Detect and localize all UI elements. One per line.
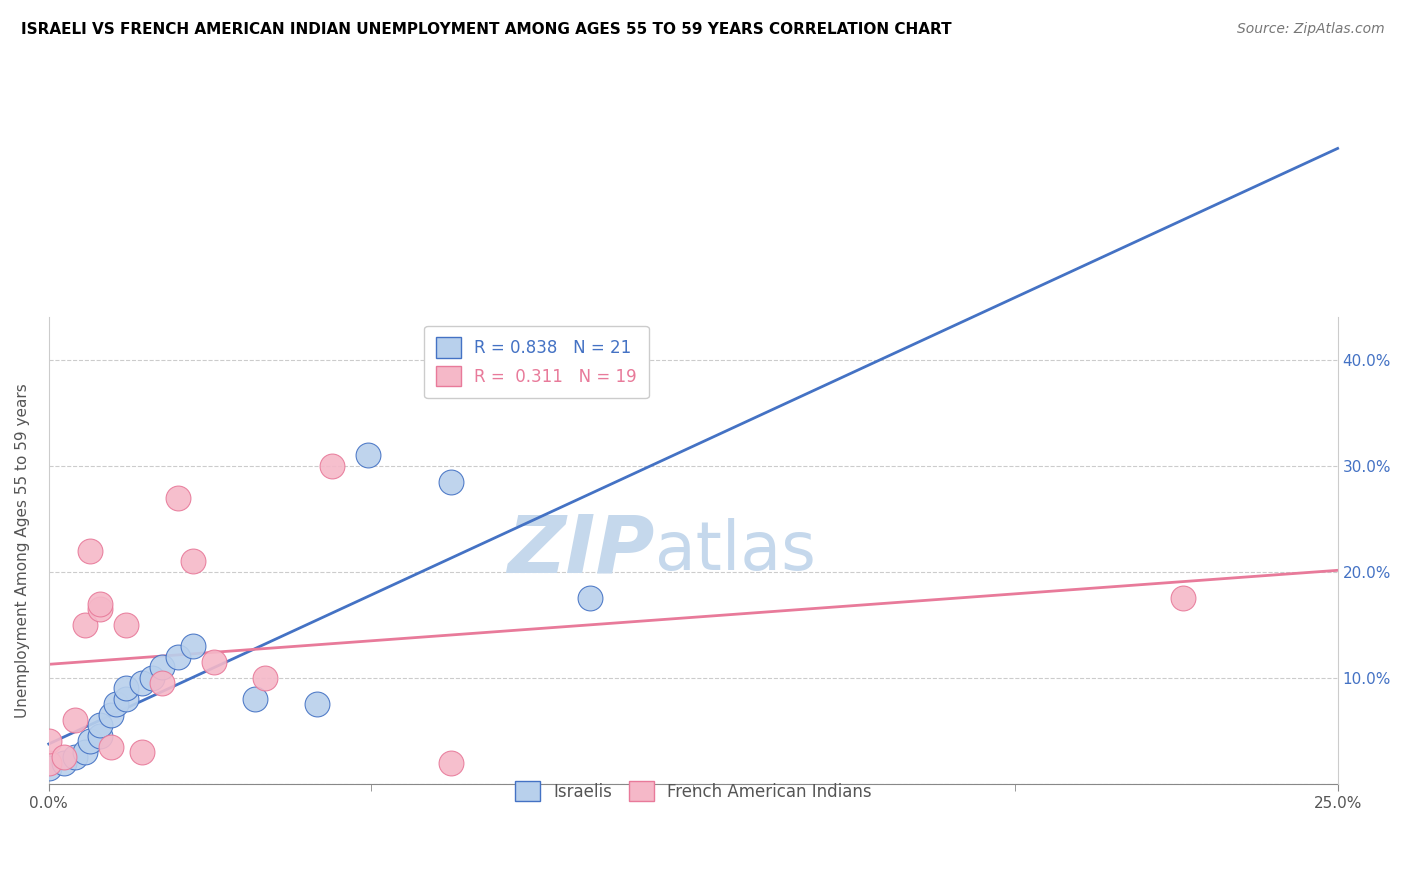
Point (38, 734, 60, 748)
Point (38, 761, 60, 775)
Point (53, 756, 76, 770)
Legend: Israelis, French American Indians: Israelis, French American Indians (508, 774, 879, 808)
Point (73, 745, 96, 759)
Point (166, 649, 188, 664)
Text: atlas: atlas (655, 517, 815, 583)
Point (131, 745, 153, 759)
Point (150, 676, 173, 690)
Point (357, 448, 380, 462)
Point (166, 491, 188, 505)
Point (181, 639, 204, 653)
Point (63, 750, 86, 764)
Point (1171, 591, 1194, 606)
Point (63, 713, 86, 727)
Point (150, 660, 173, 674)
Point (305, 698, 328, 712)
Point (254, 671, 277, 685)
Point (100, 739, 122, 754)
Point (115, 617, 138, 632)
Point (79, 543, 101, 558)
Point (141, 671, 163, 685)
Point (79, 734, 101, 748)
Point (53, 750, 76, 764)
Point (38, 756, 60, 770)
Point (89, 718, 111, 732)
Point (73, 617, 96, 632)
Point (115, 681, 138, 696)
Text: ISRAELI VS FRENCH AMERICAN INDIAN UNEMPLOYMENT AMONG AGES 55 TO 59 YEARS CORRELA: ISRAELI VS FRENCH AMERICAN INDIAN UNEMPL… (21, 22, 952, 37)
Point (440, 756, 463, 770)
Point (181, 554, 204, 568)
Text: Source: ZipAtlas.com: Source: ZipAtlas.com (1237, 22, 1385, 37)
Point (440, 475, 463, 489)
Point (321, 458, 343, 473)
Point (100, 707, 122, 722)
Point (131, 676, 153, 690)
Y-axis label: Unemployment Among Ages 55 to 59 years: Unemployment Among Ages 55 to 59 years (15, 384, 30, 718)
Point (104, 698, 127, 712)
Text: ZIP: ZIP (508, 511, 655, 590)
Point (89, 729, 111, 743)
Point (89, 602, 111, 616)
Point (115, 692, 138, 706)
Point (202, 655, 225, 669)
Point (579, 591, 602, 606)
Point (89, 597, 111, 611)
Point (243, 692, 266, 706)
